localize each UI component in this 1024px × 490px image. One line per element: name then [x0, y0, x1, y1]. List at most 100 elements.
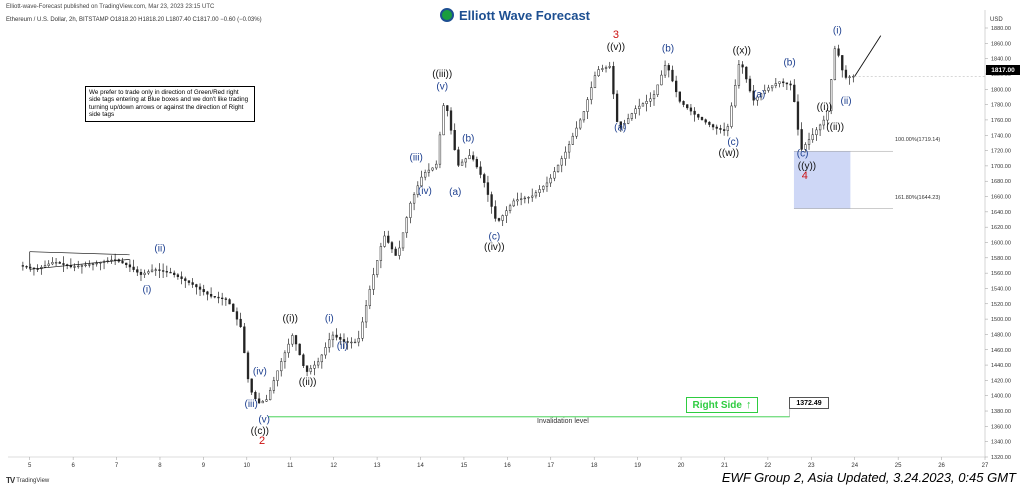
invalidation-label: Invalidation level — [537, 418, 589, 425]
candle-body — [852, 76, 855, 78]
candle-body — [538, 189, 541, 193]
overlay-lines-layer — [29, 35, 985, 418]
y-tick-label: 1880.00 — [991, 26, 1011, 32]
candle-body — [309, 368, 312, 372]
candle-body — [176, 274, 180, 277]
wave-label: (b) — [662, 44, 674, 55]
x-tick-label: 26 — [938, 463, 945, 469]
wave-label: (ii) — [840, 96, 851, 107]
wave-label: (iii) — [410, 153, 423, 164]
candle-body — [449, 110, 453, 131]
wave-labels-layer: (ii)(i)(iv)(iii)(v)((c))2((i))((ii))(i)(… — [143, 25, 852, 447]
candle-body — [412, 194, 416, 204]
candle-body — [564, 151, 567, 159]
x-tick-label: 8 — [158, 463, 162, 469]
candle-body — [453, 130, 456, 151]
wave-label: (i) — [143, 284, 152, 295]
candle-body — [398, 247, 401, 256]
y-tick-label: 1400.00 — [991, 394, 1011, 400]
x-tick-label: 20 — [678, 463, 685, 469]
y-tick-label: 1500.00 — [991, 317, 1011, 323]
right-side-tag: Right Side ↑ — [686, 397, 758, 413]
wave-label: (ii) — [337, 341, 348, 352]
x-tick-label: 5 — [28, 463, 32, 469]
candle-body — [693, 110, 696, 115]
candle-body — [442, 105, 445, 136]
candle-body — [154, 269, 157, 271]
candle-body — [58, 262, 61, 264]
candle-body — [807, 139, 811, 145]
symbol-ohlc-line: Ethereum / U.S. Dollar, 2h, BITSTAMP O18… — [6, 17, 262, 23]
x-tick-label: 11 — [287, 463, 294, 469]
y-tick-label: 1660.00 — [991, 195, 1011, 201]
candle-body — [505, 210, 508, 216]
tradingview-logo-icon: TV — [6, 476, 15, 485]
y-tick-label: 1780.00 — [991, 103, 1011, 109]
candles-layer — [21, 44, 855, 404]
candle-body — [748, 78, 752, 92]
y-tick-label: 1380.00 — [991, 409, 1011, 415]
candle-body — [438, 134, 442, 165]
wave-label: 3 — [613, 29, 619, 41]
candle-body — [848, 76, 851, 78]
candle-body — [523, 197, 526, 200]
candle-body — [62, 263, 65, 265]
candle-body — [110, 259, 113, 262]
candle-body — [745, 66, 748, 80]
wave-label: (a) — [753, 90, 765, 101]
candle-body — [316, 361, 320, 366]
wave-label: ((v)) — [607, 42, 625, 53]
candle-body — [815, 129, 818, 136]
candle-body — [254, 392, 257, 400]
wave-label: (ii) — [154, 244, 165, 255]
candle-body — [741, 64, 744, 68]
candle-body — [143, 272, 146, 275]
candle-body — [782, 81, 785, 84]
wave-label: (iii) — [245, 399, 258, 410]
candle-body — [704, 119, 707, 123]
candle-body — [387, 235, 390, 243]
candle-body — [800, 129, 803, 150]
candle-body — [43, 265, 47, 268]
candle-body — [715, 126, 718, 129]
y-tick-label: 1520.00 — [991, 302, 1011, 308]
candle-body — [121, 261, 124, 264]
y-tick-label: 1460.00 — [991, 348, 1011, 354]
candle-body — [431, 167, 434, 171]
candle-body — [697, 114, 700, 118]
wave-label: (i) — [325, 313, 334, 324]
candle-body — [446, 105, 449, 111]
x-tick-label: 24 — [851, 463, 858, 469]
candle-body — [553, 171, 556, 179]
x-tick-label: 17 — [547, 463, 554, 469]
candle-body — [150, 269, 154, 272]
candle-body — [291, 335, 294, 345]
y-tick-label: 1740.00 — [991, 133, 1011, 139]
candle-body — [209, 294, 213, 297]
candle-body — [29, 266, 32, 269]
candle-body — [767, 87, 770, 91]
candle-body — [483, 174, 486, 183]
candle-body — [239, 318, 242, 328]
candle-body — [656, 84, 659, 95]
candle-body — [21, 265, 25, 267]
candle-body — [269, 390, 272, 400]
candle-body — [379, 246, 383, 261]
candle-body — [590, 87, 593, 100]
x-tick-label: 25 — [895, 463, 902, 469]
candle-body — [623, 123, 626, 129]
candle-body — [726, 126, 729, 131]
candle-body — [339, 336, 342, 340]
y-tick-label: 1540.00 — [991, 286, 1011, 292]
ewf-logo: Elliott Wave Forecast — [440, 6, 590, 24]
wave-label: ((i)) — [817, 102, 833, 113]
candle-body — [346, 341, 349, 343]
candle-body — [165, 271, 168, 273]
candle-body — [774, 83, 777, 86]
candle-body — [224, 298, 228, 300]
candle-body — [261, 401, 264, 404]
candle-body — [457, 149, 460, 166]
candle-body — [542, 185, 545, 190]
y-tick-label: 1680.00 — [991, 179, 1011, 185]
